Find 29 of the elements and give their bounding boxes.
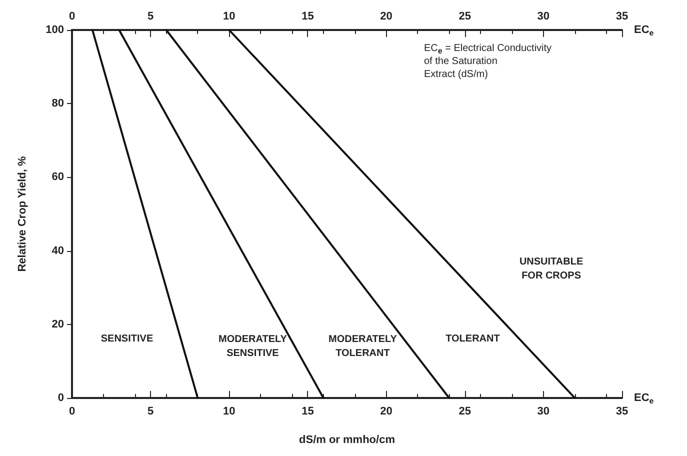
y-axis-title: Relative Crop Yield, % bbox=[16, 156, 28, 272]
x2-tick-label: 5 bbox=[148, 10, 154, 22]
y-tick-label: 100 bbox=[46, 24, 64, 36]
x2-tick-label: 20 bbox=[380, 10, 392, 22]
x2-tick-label: 35 bbox=[616, 10, 628, 22]
x-tick-label: 30 bbox=[537, 406, 550, 418]
y-tick-label: 40 bbox=[52, 244, 64, 257]
x2-tick-label: 0 bbox=[68, 10, 76, 22]
text: dS/m or mmho/cm bbox=[299, 434, 396, 446]
x-tick-label: 15 bbox=[302, 406, 314, 418]
x-tick-label: 35 bbox=[616, 406, 628, 418]
annotation: MODERATELY TOLERANT bbox=[328, 334, 398, 359]
x-tick-label: 10 bbox=[223, 406, 236, 418]
annotation: TOLERANT bbox=[446, 334, 500, 345]
y-tick-label: 60 bbox=[52, 171, 64, 184]
x2-tick-label: 15 bbox=[302, 10, 314, 22]
y-tick-label: 0 bbox=[58, 392, 64, 404]
x-tick-label: 20 bbox=[380, 406, 392, 418]
x-tick-label: 25 bbox=[458, 406, 471, 418]
x2-tick-label: 30 bbox=[537, 10, 550, 22]
annotation: MODERATELY SENSITIVE bbox=[218, 334, 288, 359]
annotation: SENSITIVE bbox=[100, 334, 154, 345]
x2-tick-label: 10 bbox=[223, 10, 236, 22]
y-tick-label: 20 bbox=[52, 318, 64, 330]
x2-tick-label: 25 bbox=[458, 10, 471, 22]
x-tick-label: 5 bbox=[148, 406, 154, 418]
y-tick-label: 80 bbox=[52, 98, 64, 110]
x-tick-label: 0 bbox=[68, 406, 76, 418]
annotation: UNSUITABLE FOR CROPS bbox=[519, 256, 584, 282]
